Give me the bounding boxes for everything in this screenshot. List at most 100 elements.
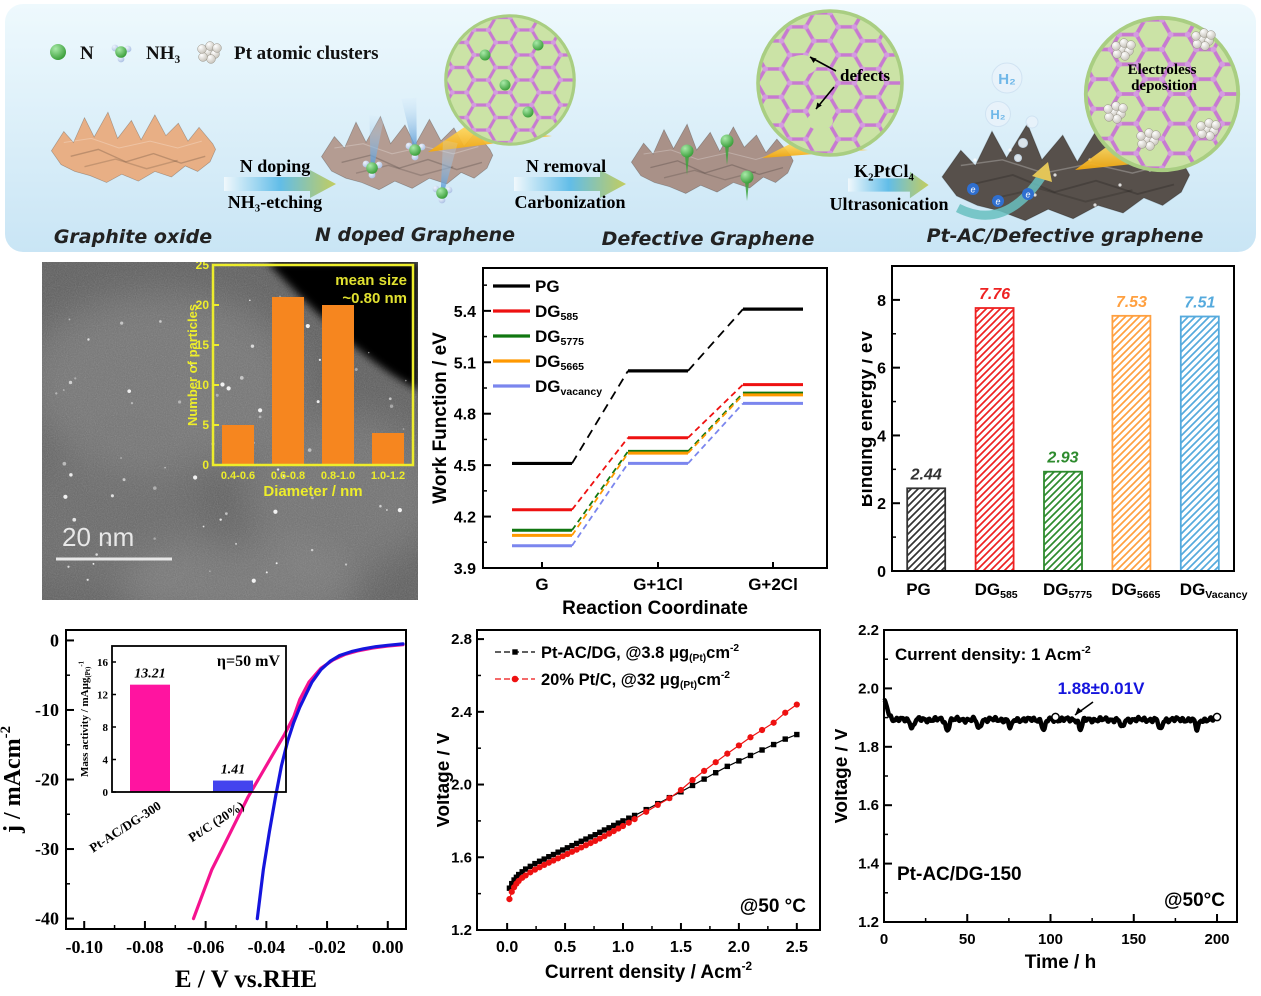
- svg-text:2.4: 2.4: [451, 704, 473, 721]
- svg-text:0: 0: [202, 458, 209, 472]
- svg-text:5.4: 5.4: [454, 304, 476, 321]
- svg-text:1.4: 1.4: [858, 856, 880, 873]
- stab-temperature-label: @50°C: [1164, 890, 1225, 911]
- svg-text:0: 0: [880, 931, 888, 948]
- legend-n-label: N: [80, 43, 94, 64]
- scale-bar-label: 20 nm: [62, 522, 134, 552]
- lsv-y-axis-label: j / mAcm-2: [0, 726, 26, 834]
- svg-text:PG: PG: [535, 277, 560, 296]
- arrow2-bottom-label: Carbonization: [514, 192, 625, 212]
- wf-series-PG: PG: [493, 277, 803, 466]
- be-plot: 2.44 7.76 2.93 7.53 7.51 0 2 4 6 8 PG DG585 DG5775 DG…: [856, 265, 1248, 601]
- inset-category-label: Pt-AC/DG-300: [86, 798, 163, 855]
- polarization-chart: 0.0 0.5 1.0 1.5 2.0 2.5 1.2 1.6 2.0 2.4 2.8 Current…: [433, 629, 821, 983]
- histogram-bar: [272, 297, 304, 465]
- svg-text:2.8: 2.8: [451, 631, 472, 648]
- arrow3-top-label: K₂PtCl₄: [854, 161, 914, 181]
- wf-series-DG5775: DG5775: [493, 327, 803, 532]
- svg-text:-0.02: -0.02: [308, 937, 346, 957]
- process-arrow-1: N doping NH₃-etching: [224, 156, 336, 212]
- electron-arrowhead: [1032, 162, 1052, 182]
- n-atom-icon: [50, 44, 66, 60]
- mass-activity-value: 13.21: [134, 667, 166, 682]
- arrow1-top-label: N doping: [240, 156, 311, 176]
- svg-text:2.5: 2.5: [786, 939, 808, 956]
- process-arrow-3: K₂PtCl₄ Ultrasonication: [830, 161, 949, 214]
- be-bar: [1043, 470, 1083, 572]
- h2-label: H₂: [990, 107, 1005, 122]
- stability-chart: 0 50 100 150 200 1.2 1.4 1.6 1.8 2.0 2.2 Time / h Vo…: [831, 622, 1238, 973]
- svg-text:1.6: 1.6: [858, 797, 879, 814]
- be-bar: [1111, 314, 1152, 572]
- tem-scale-bar: 20 nm: [56, 522, 172, 561]
- lsv-plot: -0.10 -0.08 -0.06 -0.04 -0.02 0.00 0 -10 -20 -30 -…: [0, 629, 407, 993]
- svg-text:3.9: 3.9: [454, 561, 476, 578]
- fc-legend-label: Pt-AC/DG, @3.8 μg(Pt)cm-2: [541, 643, 739, 664]
- svg-text:2.0: 2.0: [858, 680, 879, 697]
- svg-text:Diameter / nm: Diameter / nm: [263, 483, 362, 500]
- defects-arrows: [809, 56, 837, 110]
- svg-text:DG585: DG585: [975, 580, 1018, 601]
- stage4-caption: Pt-AC/Defective graphene: [927, 225, 1204, 247]
- svg-text:6: 6: [877, 361, 886, 378]
- mass-activity-bar: [213, 780, 253, 792]
- fc-y-axis-label: Voltage / V: [437, 732, 454, 828]
- svg-text:0.0: 0.0: [496, 939, 518, 956]
- stage3-caption: Defective Graphene: [602, 228, 815, 250]
- inset-y-axis-label: Mass activity / mAμg(Pt)-1: [78, 660, 92, 777]
- fc-series-1: 20% Pt/C, @32 μg(Pt)cm-2: [495, 670, 800, 903]
- svg-text:0.00: 0.00: [372, 937, 404, 957]
- synthesis-schematic: N NH₃ Pt atomic clusters N doping NH₃-et…: [5, 4, 1256, 252]
- svg-text:4.5: 4.5: [454, 458, 476, 475]
- be-bar-value: 7.53: [1116, 294, 1147, 311]
- svg-text:DG5775: DG5775: [1043, 580, 1092, 601]
- svg-text:-0.10: -0.10: [65, 937, 103, 957]
- electroless-lattice-inset: Electroless deposition: [1083, 15, 1241, 173]
- svg-text:0.6-0.8: 0.6-0.8: [271, 470, 305, 482]
- voltage-value-annotation: 1.88±0.01V: [1058, 679, 1146, 698]
- svg-text:2: 2: [877, 496, 886, 513]
- svg-text:DG5775: DG5775: [535, 327, 584, 348]
- svg-text:1.0: 1.0: [612, 939, 634, 956]
- svg-text:50: 50: [959, 931, 976, 948]
- svg-text:-40: -40: [35, 909, 59, 929]
- svg-text:8: 8: [103, 722, 109, 734]
- svg-text:1.2: 1.2: [858, 914, 879, 931]
- wf-series-DG5665: DG5665: [493, 352, 803, 537]
- lsv-chart: -0.10 -0.08 -0.06 -0.04 -0.02 0.00 0 -10 -20 -30 -…: [0, 629, 407, 993]
- arrow1-bottom-label: NH₃-etching: [228, 192, 322, 212]
- wf-series-DG585: DG585: [493, 302, 803, 512]
- work-function-chart-panel: 3.9 4.2 4.5 4.8 5.1 5.4 G G+1Cl G+2Cl Reaction Co…: [430, 258, 860, 619]
- histogram-bar: [222, 425, 254, 465]
- svg-text:4.8: 4.8: [454, 407, 476, 424]
- defects-label: defects: [840, 66, 890, 85]
- svg-text:12: 12: [97, 690, 109, 702]
- svg-text:5.1: 5.1: [454, 355, 476, 372]
- fc-temperature-label: @50 °C: [740, 896, 807, 917]
- fc-legend-label: 20% Pt/C, @32 μg(Pt)cm-2: [541, 670, 730, 691]
- svg-text:~0.80 nm: ~0.80 nm: [342, 290, 407, 307]
- histogram-bar: [322, 305, 354, 465]
- svg-text:-30: -30: [35, 839, 59, 859]
- svg-text:150: 150: [1121, 931, 1146, 948]
- svg-text:1.2: 1.2: [451, 922, 472, 939]
- wf-series-DGvacancy: DGvacancy: [493, 377, 803, 548]
- svg-text:4.2: 4.2: [454, 510, 476, 527]
- svg-text:DGVacancy: DGVacancy: [1180, 580, 1248, 601]
- svg-text:20: 20: [196, 298, 210, 312]
- arrow3-bottom-label: Ultrasonication: [830, 194, 949, 214]
- svg-text:e: e: [1025, 190, 1030, 200]
- lsv-curve-Pt/C: [255, 642, 405, 921]
- h2-label: H₂: [998, 71, 1016, 88]
- polarization-chart-panel: 0.0 0.5 1.0 1.5 2.0 2.5 1.2 1.6 2.0 2.4 2.8 Current…: [433, 612, 835, 996]
- defect-lattice-inset: defects: [756, 9, 904, 157]
- process-arrow-2: N removal Carbonization: [514, 156, 626, 212]
- svg-text:100: 100: [1038, 931, 1063, 948]
- svg-text:Number of particles: Number of particles: [185, 304, 200, 426]
- fc-x-axis-label: Current density / Acm-2: [545, 960, 753, 983]
- stage-n-doped-graphene: [320, 14, 576, 204]
- svg-text:DG5665: DG5665: [535, 352, 584, 373]
